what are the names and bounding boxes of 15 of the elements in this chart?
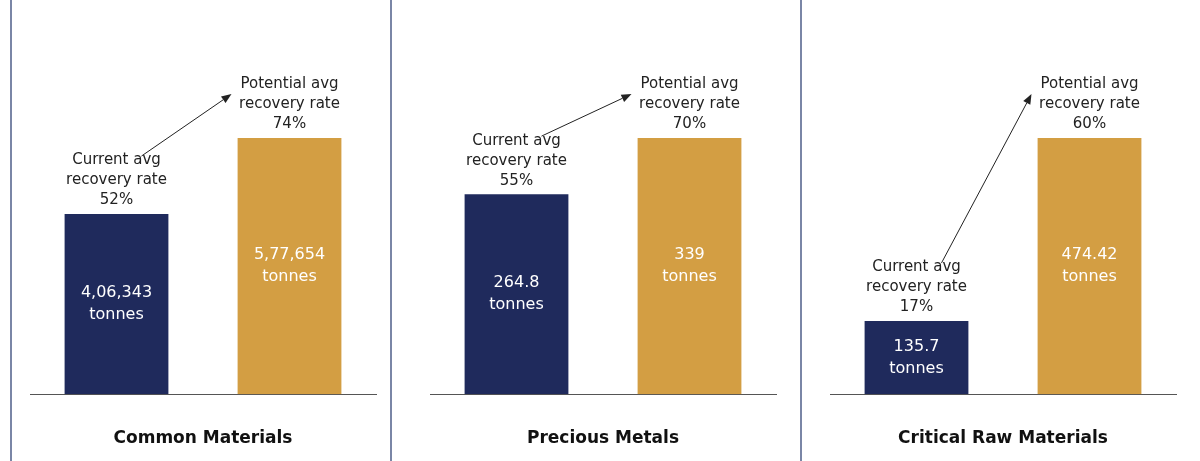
data-label: 5,77,654 tonnes <box>253 244 326 286</box>
x-axis-title: Common Materials <box>113 427 293 448</box>
data-label: 264.8 tonnes <box>489 272 544 314</box>
data-label: 339 tonnes <box>662 244 717 286</box>
annotation: Current avg recovery rate 55% <box>466 130 567 189</box>
x-axis-title: Precious Metals <box>526 427 680 448</box>
data-label: 4,06,343 tonnes <box>80 282 153 324</box>
x-axis-title: Critical Raw Materials <box>898 427 1108 448</box>
annotation: Current avg recovery rate 52% <box>66 150 167 209</box>
text: Potential avg recovery rate 60% <box>1039 74 1140 133</box>
text: Potential avg recovery rate 70% <box>639 74 740 133</box>
data-label: 474.42 tonnes <box>1061 244 1118 286</box>
text: Potential avg recovery rate 74% <box>239 74 340 133</box>
data-label: 135.7 tonnes <box>889 335 944 377</box>
annotation: Current avg recovery rate 17% <box>866 257 967 316</box>
